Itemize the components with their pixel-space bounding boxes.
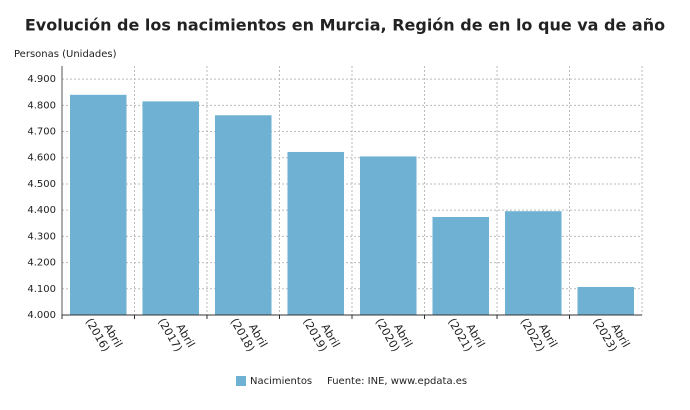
legend-swatch <box>236 376 246 386</box>
y-tick-label: 4.900 <box>27 74 56 85</box>
y-tick-label: 4.500 <box>27 179 56 190</box>
bar <box>432 216 490 315</box>
x-tick-label: Abril (2022) <box>518 309 562 359</box>
bar <box>359 156 417 315</box>
bar <box>214 115 272 315</box>
x-tick-label: Abril (2020) <box>373 309 417 359</box>
x-tick-label: Abril (2018) <box>228 309 272 359</box>
bar <box>577 286 635 315</box>
x-tick-label: Abril (2019) <box>300 309 344 359</box>
bar <box>287 151 345 315</box>
y-tick-label: 4.700 <box>27 127 56 138</box>
y-axis-label: Personas (Unidades) <box>14 49 117 60</box>
y-tick-label: 4.000 <box>27 310 56 321</box>
y-tick-label: 4.400 <box>27 205 56 216</box>
y-tick-label: 4.800 <box>27 100 56 111</box>
y-tick-label: 4.100 <box>27 284 56 295</box>
bar <box>69 94 127 316</box>
y-tick-label: 4.200 <box>27 258 56 269</box>
x-tick-label: Abril (2016) <box>83 309 127 359</box>
y-tick-label: 4.300 <box>27 231 56 242</box>
y-tick-label: 4.600 <box>27 153 56 164</box>
x-tick-label: Abril (2021) <box>445 309 489 359</box>
bar <box>142 101 200 315</box>
chart-title: Evolución de los nacimientos en Murcia, … <box>25 16 665 35</box>
source: Fuente: INE, www.epdata.es <box>327 376 467 387</box>
legend-label: Nacimientos <box>250 376 312 387</box>
bar <box>504 211 562 315</box>
x-tick-label: Abril (2023) <box>590 309 634 359</box>
x-tick-label: Abril (2017) <box>155 309 199 359</box>
